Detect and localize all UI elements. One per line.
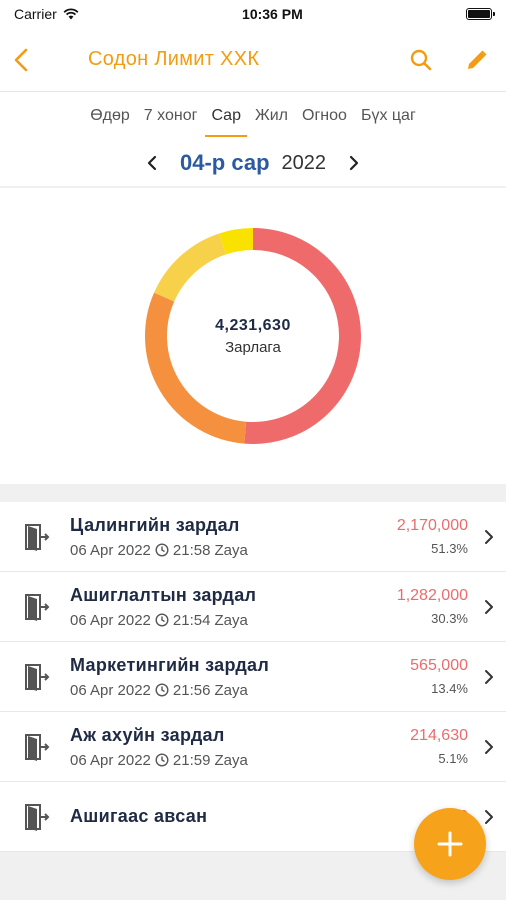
item-percent: 51.3% [431, 541, 468, 556]
list-item[interactable]: Аж ахуйн зардал 06 Apr 2022 21:59 Zaya 2… [0, 712, 506, 782]
item-values: 1,282,000 30.3% [397, 587, 468, 626]
month-label: 04-р сар [179, 150, 270, 175]
next-month-button[interactable] [344, 155, 364, 171]
tab-year[interactable]: Жил [254, 107, 289, 124]
item-meta: 06 Apr 2022 21:54 Zaya [70, 612, 397, 629]
plus-icon [437, 831, 463, 857]
search-button[interactable] [406, 45, 436, 75]
item-time: 21:59 [172, 751, 211, 769]
clock-icon [155, 613, 169, 627]
nav-actions [406, 45, 492, 75]
add-button[interactable] [414, 808, 486, 880]
donut-chart-svg [145, 228, 361, 444]
chevron-left-icon [147, 155, 157, 171]
back-button[interactable] [14, 40, 54, 80]
search-icon [410, 49, 432, 70]
clock-icon [155, 683, 169, 697]
item-meta: 06 Apr 2022 21:59 Zaya [70, 752, 410, 769]
item-date: 06 Apr 2022 [70, 751, 151, 769]
prev-month-button[interactable] [142, 155, 162, 171]
item-main: Ашигаас авсан [70, 806, 459, 827]
item-user: Zaya [214, 681, 248, 699]
list-item[interactable]: Ашигаас авсан 0 [0, 782, 506, 852]
item-percent: 30.3% [431, 611, 468, 626]
item-percent: 5.1% [438, 751, 468, 766]
chevron-right-icon [349, 155, 359, 171]
item-meta: 06 Apr 2022 21:58 Zaya [70, 542, 397, 559]
item-user: Zaya [214, 541, 248, 559]
status-bar: Carrier 10:36 PM [0, 0, 506, 28]
item-date: 06 Apr 2022 [70, 541, 151, 559]
door-exit-icon [16, 657, 56, 697]
chevron-right-icon [482, 739, 496, 755]
list-item[interactable]: Ашиглалтын зардал 06 Apr 2022 21:54 Zaya… [0, 572, 506, 642]
door-exit-icon [16, 797, 56, 837]
pencil-icon [468, 50, 487, 69]
carrier-label: Carrier [14, 6, 57, 22]
item-user: Zaya [214, 611, 248, 629]
tab-all-time[interactable]: Бүх цаг [360, 107, 416, 124]
item-title: Ашиглалтын зардал [70, 584, 257, 605]
item-meta: 06 Apr 2022 21:56 Zaya [70, 682, 410, 699]
item-date: 06 Apr 2022 [70, 681, 151, 699]
item-main: Аж ахуйн зардал 06 Apr 2022 21:59 Zaya [70, 725, 410, 769]
item-title: Цалингийн зардал [70, 514, 240, 535]
donut-slice-3 [219, 228, 254, 255]
item-title: Аж ахуйн зардал [70, 724, 225, 745]
expense-list: Цалингийн зардал 06 Apr 2022 21:58 Zaya … [0, 502, 506, 852]
year-label: 2022 [281, 151, 327, 174]
tab-week[interactable]: 7 хоног [143, 107, 198, 124]
door-exit-icon [16, 727, 56, 767]
item-date: 06 Apr 2022 [70, 611, 151, 629]
item-time: 21:56 [172, 681, 211, 699]
item-percent: 13.4% [431, 681, 468, 696]
wifi-icon [63, 8, 79, 20]
donut-slice-1 [145, 292, 247, 444]
door-exit-icon [16, 587, 56, 627]
item-user: Zaya [214, 751, 248, 769]
item-amount: 2,170,000 [396, 517, 468, 534]
donut-slice-0 [244, 228, 361, 444]
item-title: Маркетингийн зардал [70, 654, 270, 675]
chevron-right-icon [482, 599, 496, 615]
item-amount: 565,000 [410, 657, 468, 674]
list-item[interactable]: Маркетингийн зардал 06 Apr 2022 21:56 Za… [0, 642, 506, 712]
nav-bar: Содон Лимит ХХК [0, 28, 506, 92]
month-navigator: 04-р сар 2022 [0, 140, 506, 188]
tab-date[interactable]: Огноо [302, 107, 347, 124]
item-amount: 214,630 [410, 727, 468, 744]
edit-button[interactable] [462, 45, 492, 75]
donut-slice-2 [154, 233, 227, 302]
item-values: 565,000 13.4% [410, 657, 468, 696]
item-main: Ашиглалтын зардал 06 Apr 2022 21:54 Zaya [70, 585, 397, 629]
tab-month[interactable]: Сар [205, 99, 247, 137]
chevron-right-icon [482, 669, 496, 685]
status-time: 10:36 PM [242, 6, 303, 22]
chevron-right-icon [482, 529, 496, 545]
item-time: 21:58 [172, 541, 211, 559]
clock-icon [155, 753, 169, 767]
item-main: Цалингийн зардал 06 Apr 2022 21:58 Zaya [70, 515, 397, 559]
item-title: Ашигаас авсан [70, 806, 208, 826]
period-tabs: Өдөр 7 хоног Сар Жил Огноо Бүх цаг [0, 92, 506, 140]
item-values: 2,170,000 51.3% [397, 517, 468, 556]
door-exit-icon [16, 517, 56, 557]
item-time: 21:54 [172, 611, 211, 629]
clock-icon [155, 543, 169, 557]
item-values: 214,630 5.1% [410, 727, 468, 766]
status-left: Carrier [14, 6, 79, 22]
item-main: Маркетингийн зардал 06 Apr 2022 21:56 Za… [70, 655, 410, 699]
chevron-right-icon [482, 809, 496, 825]
battery-icon [465, 8, 495, 20]
item-amount: 1,282,000 [396, 587, 468, 604]
section-divider [0, 484, 506, 502]
donut-chart: 4,231,630 Зарлага [0, 188, 506, 484]
list-item[interactable]: Цалингийн зардал 06 Apr 2022 21:58 Zaya … [0, 502, 506, 572]
chevron-left-icon [14, 48, 28, 71]
tab-day[interactable]: Өдөр [90, 107, 130, 124]
page-title: Содон Лимит ХХК [88, 48, 260, 70]
